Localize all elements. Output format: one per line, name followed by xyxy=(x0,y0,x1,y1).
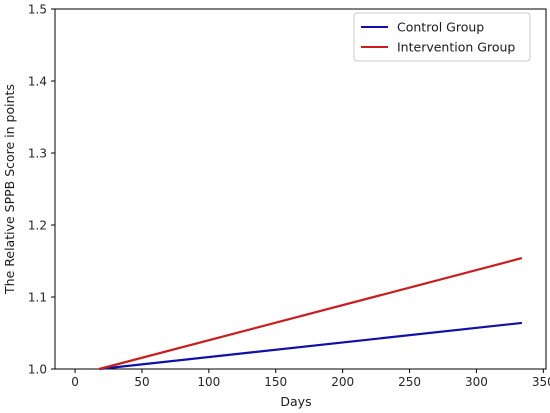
series-line-intervention-group xyxy=(98,257,523,371)
x-tick-label: 250 xyxy=(398,375,421,389)
legend-box xyxy=(353,12,531,62)
y-tick-label: 1.4 xyxy=(28,75,47,89)
legend-label-control-group: Control Group xyxy=(397,20,484,35)
y-axis-label: The Relative SPPB Score in points xyxy=(2,84,17,295)
x-axis-ticks: 0 50 100 150 200 250 300 350 xyxy=(71,369,550,389)
y-tick-label: 1.1 xyxy=(28,291,47,305)
series-line-control-group xyxy=(99,321,523,371)
x-tick-label: 150 xyxy=(264,375,287,389)
y-axis-ticks: 1.0 1.1 1.2 1.3 1.4 1.5 xyxy=(28,3,55,377)
series-lines xyxy=(98,257,523,371)
legend: Control Group Intervention Group xyxy=(353,12,531,62)
x-axis-label: Days xyxy=(280,394,311,409)
y-tick-label: 1.2 xyxy=(28,219,47,233)
legend-label-intervention-group: Intervention Group xyxy=(397,40,515,55)
x-tick-label: 200 xyxy=(331,375,354,389)
y-tick-label: 1.0 xyxy=(28,363,47,377)
y-tick-label: 1.5 xyxy=(28,3,47,17)
x-tick-label: 100 xyxy=(197,375,220,389)
y-tick-label: 1.3 xyxy=(28,147,47,161)
x-tick-label: 50 xyxy=(134,375,149,389)
plot-area xyxy=(54,8,547,370)
x-tick-label: 350 xyxy=(532,375,550,389)
x-tick-label: 0 xyxy=(71,375,79,389)
x-tick-label: 300 xyxy=(465,375,488,389)
